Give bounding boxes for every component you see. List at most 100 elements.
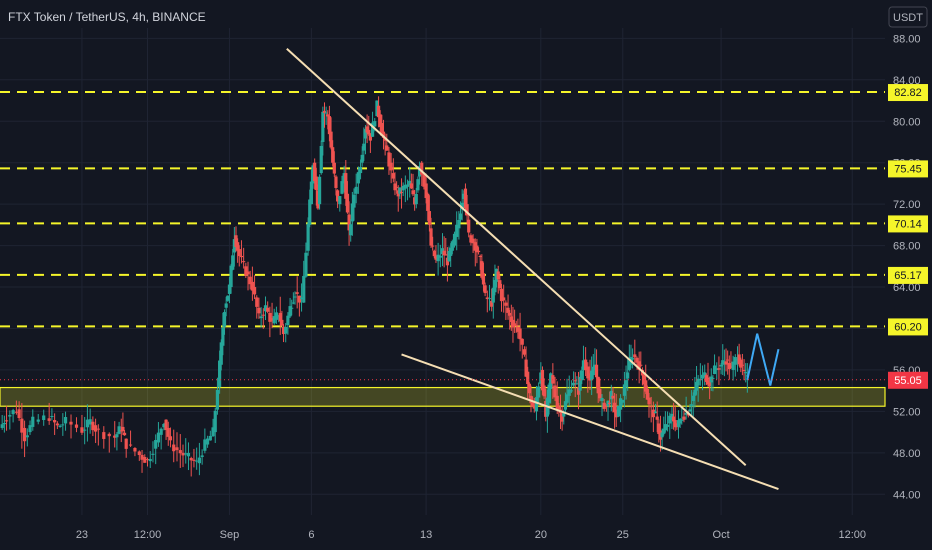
candle — [737, 354, 741, 365]
candle — [387, 152, 391, 167]
candle — [460, 202, 464, 210]
candle — [691, 395, 695, 402]
candle — [420, 162, 424, 175]
candle — [715, 368, 719, 370]
candle — [36, 419, 40, 422]
last-price-label: 55.05 — [894, 375, 922, 387]
candle — [611, 395, 615, 399]
candle — [63, 417, 68, 424]
candle — [616, 406, 621, 417]
currency-badge[interactable]: USDT — [888, 6, 928, 28]
time-axis[interactable]: 23 12:00 Sep 6 13 20 25 Oct 12:00 — [76, 529, 866, 541]
candle — [94, 425, 98, 432]
candle — [416, 179, 420, 191]
candle — [635, 357, 639, 363]
candle — [378, 114, 382, 127]
candle — [694, 382, 699, 391]
candle — [434, 255, 438, 260]
candle — [452, 233, 457, 246]
candle — [385, 145, 389, 151]
candle — [449, 247, 453, 256]
candle — [375, 100, 379, 117]
candle — [189, 458, 193, 461]
candle — [553, 385, 557, 398]
candle — [232, 239, 236, 253]
candle — [242, 261, 246, 263]
candle — [327, 116, 332, 135]
candle — [712, 365, 717, 375]
candles-layer — [0, 96, 749, 477]
candle — [588, 373, 592, 381]
candle — [246, 271, 250, 275]
candle — [368, 133, 372, 141]
candle — [493, 280, 497, 293]
candle — [0, 424, 4, 428]
y-tick-label: 88.00 — [893, 33, 921, 45]
candle — [255, 297, 259, 307]
candle — [622, 384, 627, 396]
candle — [329, 131, 333, 148]
candle — [352, 194, 356, 208]
candle — [471, 238, 475, 244]
y-tick-label: 48.00 — [893, 448, 921, 460]
candle — [151, 453, 155, 455]
candle — [362, 143, 366, 151]
candle — [259, 316, 263, 319]
candle — [565, 394, 569, 403]
candle — [284, 327, 288, 334]
candle — [578, 376, 582, 391]
candle — [547, 384, 551, 403]
candle — [602, 402, 606, 409]
candle — [321, 111, 325, 142]
candle — [248, 276, 252, 285]
candle — [195, 460, 199, 462]
candle — [133, 447, 137, 452]
candle — [612, 402, 617, 413]
candle — [14, 411, 18, 413]
candle — [704, 375, 708, 382]
candle — [280, 319, 284, 326]
candle — [668, 415, 672, 424]
candle — [61, 424, 65, 426]
candle — [2, 423, 6, 425]
candle — [281, 326, 286, 335]
candle — [572, 382, 576, 386]
candle — [186, 452, 191, 457]
candle — [708, 379, 712, 387]
candle — [143, 456, 147, 463]
candle — [665, 424, 670, 427]
horizontal-levels-layer — [0, 91, 885, 328]
candle — [700, 374, 705, 379]
candle — [55, 423, 59, 426]
candle — [164, 419, 168, 430]
x-tick-label: 25 — [617, 529, 629, 541]
candle — [496, 271, 500, 280]
candle — [336, 190, 340, 202]
candle — [463, 188, 468, 209]
candle — [627, 360, 631, 370]
candle — [490, 300, 494, 307]
candle — [370, 122, 375, 137]
candle — [426, 193, 430, 211]
candle — [162, 423, 166, 428]
level-badge-label: 75.45 — [894, 163, 922, 175]
candle — [676, 420, 681, 427]
candle — [316, 190, 320, 209]
candle — [342, 173, 346, 184]
candle — [317, 176, 322, 205]
candle — [295, 292, 299, 294]
candle — [344, 173, 348, 199]
candle — [422, 173, 426, 187]
level-badge — [888, 160, 928, 178]
candle — [596, 376, 600, 394]
candle — [389, 162, 393, 171]
candle — [573, 380, 577, 382]
candle — [703, 372, 707, 377]
candle — [367, 129, 371, 135]
candle — [436, 254, 440, 262]
candle — [539, 372, 543, 384]
candle — [529, 395, 533, 404]
candle — [102, 432, 106, 439]
